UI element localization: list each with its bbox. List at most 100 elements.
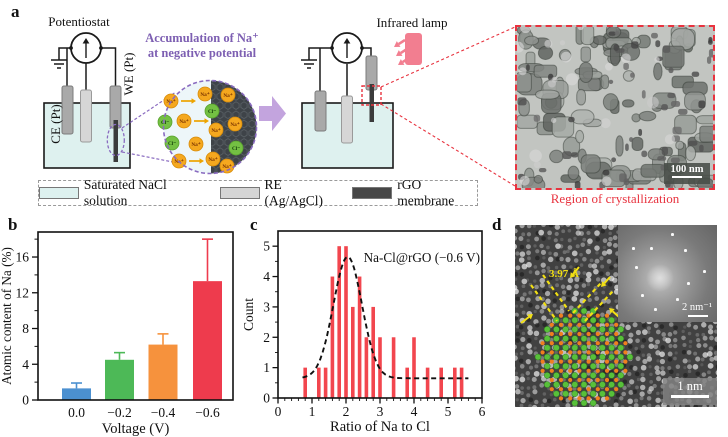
inset-border bbox=[162, 79, 258, 175]
svg-text:4: 4 bbox=[411, 404, 418, 419]
legend-item-0: Saturated NaCl solution bbox=[39, 177, 207, 209]
zoom-connector-lines bbox=[121, 91, 179, 164]
legend-item-2: rGO membrane bbox=[352, 177, 477, 209]
meter-needle bbox=[82, 38, 90, 58]
svg-text:8: 8 bbox=[22, 321, 29, 336]
legend-swatch bbox=[219, 187, 260, 199]
ion-cl: Cl⁻ bbox=[228, 140, 244, 156]
fft-spot bbox=[654, 308, 657, 311]
electrode-left-right-setup bbox=[314, 90, 327, 132]
svg-text:1: 1 bbox=[309, 404, 316, 419]
plot-frame bbox=[37, 231, 234, 401]
ion-cl: Cl⁻ bbox=[164, 135, 180, 151]
hist-bar bbox=[364, 337, 369, 398]
svg-text:4: 4 bbox=[263, 269, 270, 284]
svg-text:2: 2 bbox=[343, 404, 350, 419]
electrochemical-setup-schematic: Na⁺Cl⁻ Na⁺Cl⁻ Na⁺Na⁺Na⁺ Na⁺Cl⁻Na⁺Na⁺Cl⁻Na⁺N… bbox=[43, 26, 516, 187]
svg-text:0: 0 bbox=[263, 391, 270, 406]
fft-scale-bar-line bbox=[688, 315, 708, 317]
fft-spot bbox=[671, 233, 674, 236]
hist-bar bbox=[412, 337, 416, 398]
hist-bar bbox=[337, 246, 341, 398]
hist-bar bbox=[330, 276, 335, 398]
gaussian-fit-curve bbox=[302, 255, 469, 380]
ion-na: Na⁺ bbox=[205, 151, 221, 167]
histogram-na-cl-ratio: 0 1 2 3 4 5 6 0 1 2 3 4 5 Na-Cl@rGO (−0.6 V) Ratio of … bbox=[241, 230, 486, 435]
legend-label: rGO membrane bbox=[397, 177, 455, 208]
wires-left bbox=[51, 47, 117, 91]
hist-bar bbox=[344, 246, 348, 398]
hrtem-scale-bar-line bbox=[671, 395, 709, 398]
svg-text:3: 3 bbox=[377, 404, 384, 419]
fft-spot bbox=[703, 270, 706, 273]
histogram-annotation: Na-Cl@rGO (−0.6 V) bbox=[364, 250, 480, 265]
svg-text:−0.6: −0.6 bbox=[195, 405, 220, 420]
hist-bar bbox=[405, 367, 409, 398]
svg-text:−0.2: −0.2 bbox=[107, 405, 132, 420]
svg-text:Na⁺: Na⁺ bbox=[211, 128, 220, 134]
hrtem-image: 3.97 Å 2 nm⁻¹ 1 nm bbox=[515, 225, 717, 407]
svg-text:0: 0 bbox=[275, 404, 282, 419]
crystallization-roi-box bbox=[361, 85, 382, 106]
ion-na: Na⁺ bbox=[220, 87, 236, 103]
fft-spot bbox=[641, 294, 644, 297]
we-electrode-label: WE (Pt) bbox=[121, 52, 136, 96]
fft-spot bbox=[676, 298, 679, 301]
svg-text:5: 5 bbox=[263, 239, 270, 254]
legend-swatch bbox=[352, 187, 393, 199]
accumulation-line2: at negative potential bbox=[147, 45, 257, 60]
tem-image-crystallization: 100 nm bbox=[515, 25, 715, 190]
tem-scale-bar-line bbox=[672, 176, 702, 179]
fft-spot bbox=[684, 249, 687, 252]
svg-text:5: 5 bbox=[445, 404, 452, 419]
bar-0.0 bbox=[62, 382, 91, 400]
ion-na: Na⁺ bbox=[197, 86, 213, 102]
svg-text:0.0: 0.0 bbox=[68, 405, 85, 420]
accumulation-line1: Accumulation of Na⁺ bbox=[145, 31, 259, 45]
fft-spot bbox=[635, 266, 638, 269]
hrtem-scale-label: 1 nm bbox=[677, 379, 703, 393]
svg-text:Na⁺: Na⁺ bbox=[191, 142, 200, 148]
tem-caption: Region of crystallization bbox=[550, 191, 680, 206]
zoom-ellipse bbox=[106, 123, 125, 157]
panel-label-c: c bbox=[250, 215, 258, 234]
bar-−0.4 bbox=[148, 333, 178, 400]
meter-needle bbox=[343, 38, 351, 58]
legend-label: Saturated NaCl solution bbox=[83, 177, 167, 208]
svg-text:−0.4: −0.4 bbox=[151, 405, 176, 420]
svg-text:1: 1 bbox=[263, 360, 270, 375]
hist-bar bbox=[439, 367, 443, 398]
ion-na: Na⁺ bbox=[176, 113, 209, 129]
legend-item-1: RE (Ag/AgCl) bbox=[219, 177, 340, 209]
roi-connector-lines bbox=[380, 26, 516, 187]
ground-icon bbox=[301, 59, 317, 69]
svg-text:3.97 Å: 3.97 Å bbox=[549, 268, 579, 280]
svg-text:Na⁺: Na⁺ bbox=[179, 119, 188, 125]
fft-scale-label: 2 nm⁻¹ bbox=[682, 302, 712, 313]
panel-label-d: d bbox=[492, 215, 502, 234]
panel-label-a: a bbox=[11, 2, 20, 21]
ion-cl: Cl⁻ bbox=[204, 103, 220, 119]
svg-text:Count: Count bbox=[241, 298, 256, 331]
transition-arrow-icon bbox=[259, 96, 286, 131]
svg-text:Cl⁻: Cl⁻ bbox=[161, 120, 169, 126]
hist-bar bbox=[317, 367, 321, 398]
hist-bar bbox=[303, 367, 307, 398]
bar-−0.2 bbox=[105, 351, 134, 400]
ground-icon bbox=[51, 59, 67, 69]
electrode-ce bbox=[61, 85, 74, 135]
hist-bar bbox=[459, 367, 464, 398]
rgo-membrane-left bbox=[113, 120, 118, 162]
svg-text:6: 6 bbox=[479, 404, 486, 419]
infrared-lamp-icon bbox=[405, 33, 422, 65]
svg-text:Voltage (V): Voltage (V) bbox=[102, 421, 170, 437]
potentiostat-label: Potentiostat bbox=[48, 14, 110, 29]
hist-bar bbox=[357, 276, 362, 398]
accumulation-note: Accumulation of Na⁺ at negative potentia… bbox=[142, 31, 262, 60]
infrared-lamp-label: Infrared lamp bbox=[376, 15, 448, 30]
ce-electrode-label: CE (Pt) bbox=[48, 104, 63, 144]
svg-text:2: 2 bbox=[263, 330, 270, 345]
svg-text:4: 4 bbox=[22, 357, 29, 372]
svg-text:Na⁺: Na⁺ bbox=[222, 164, 231, 170]
svg-text:Na⁺: Na⁺ bbox=[208, 157, 217, 163]
